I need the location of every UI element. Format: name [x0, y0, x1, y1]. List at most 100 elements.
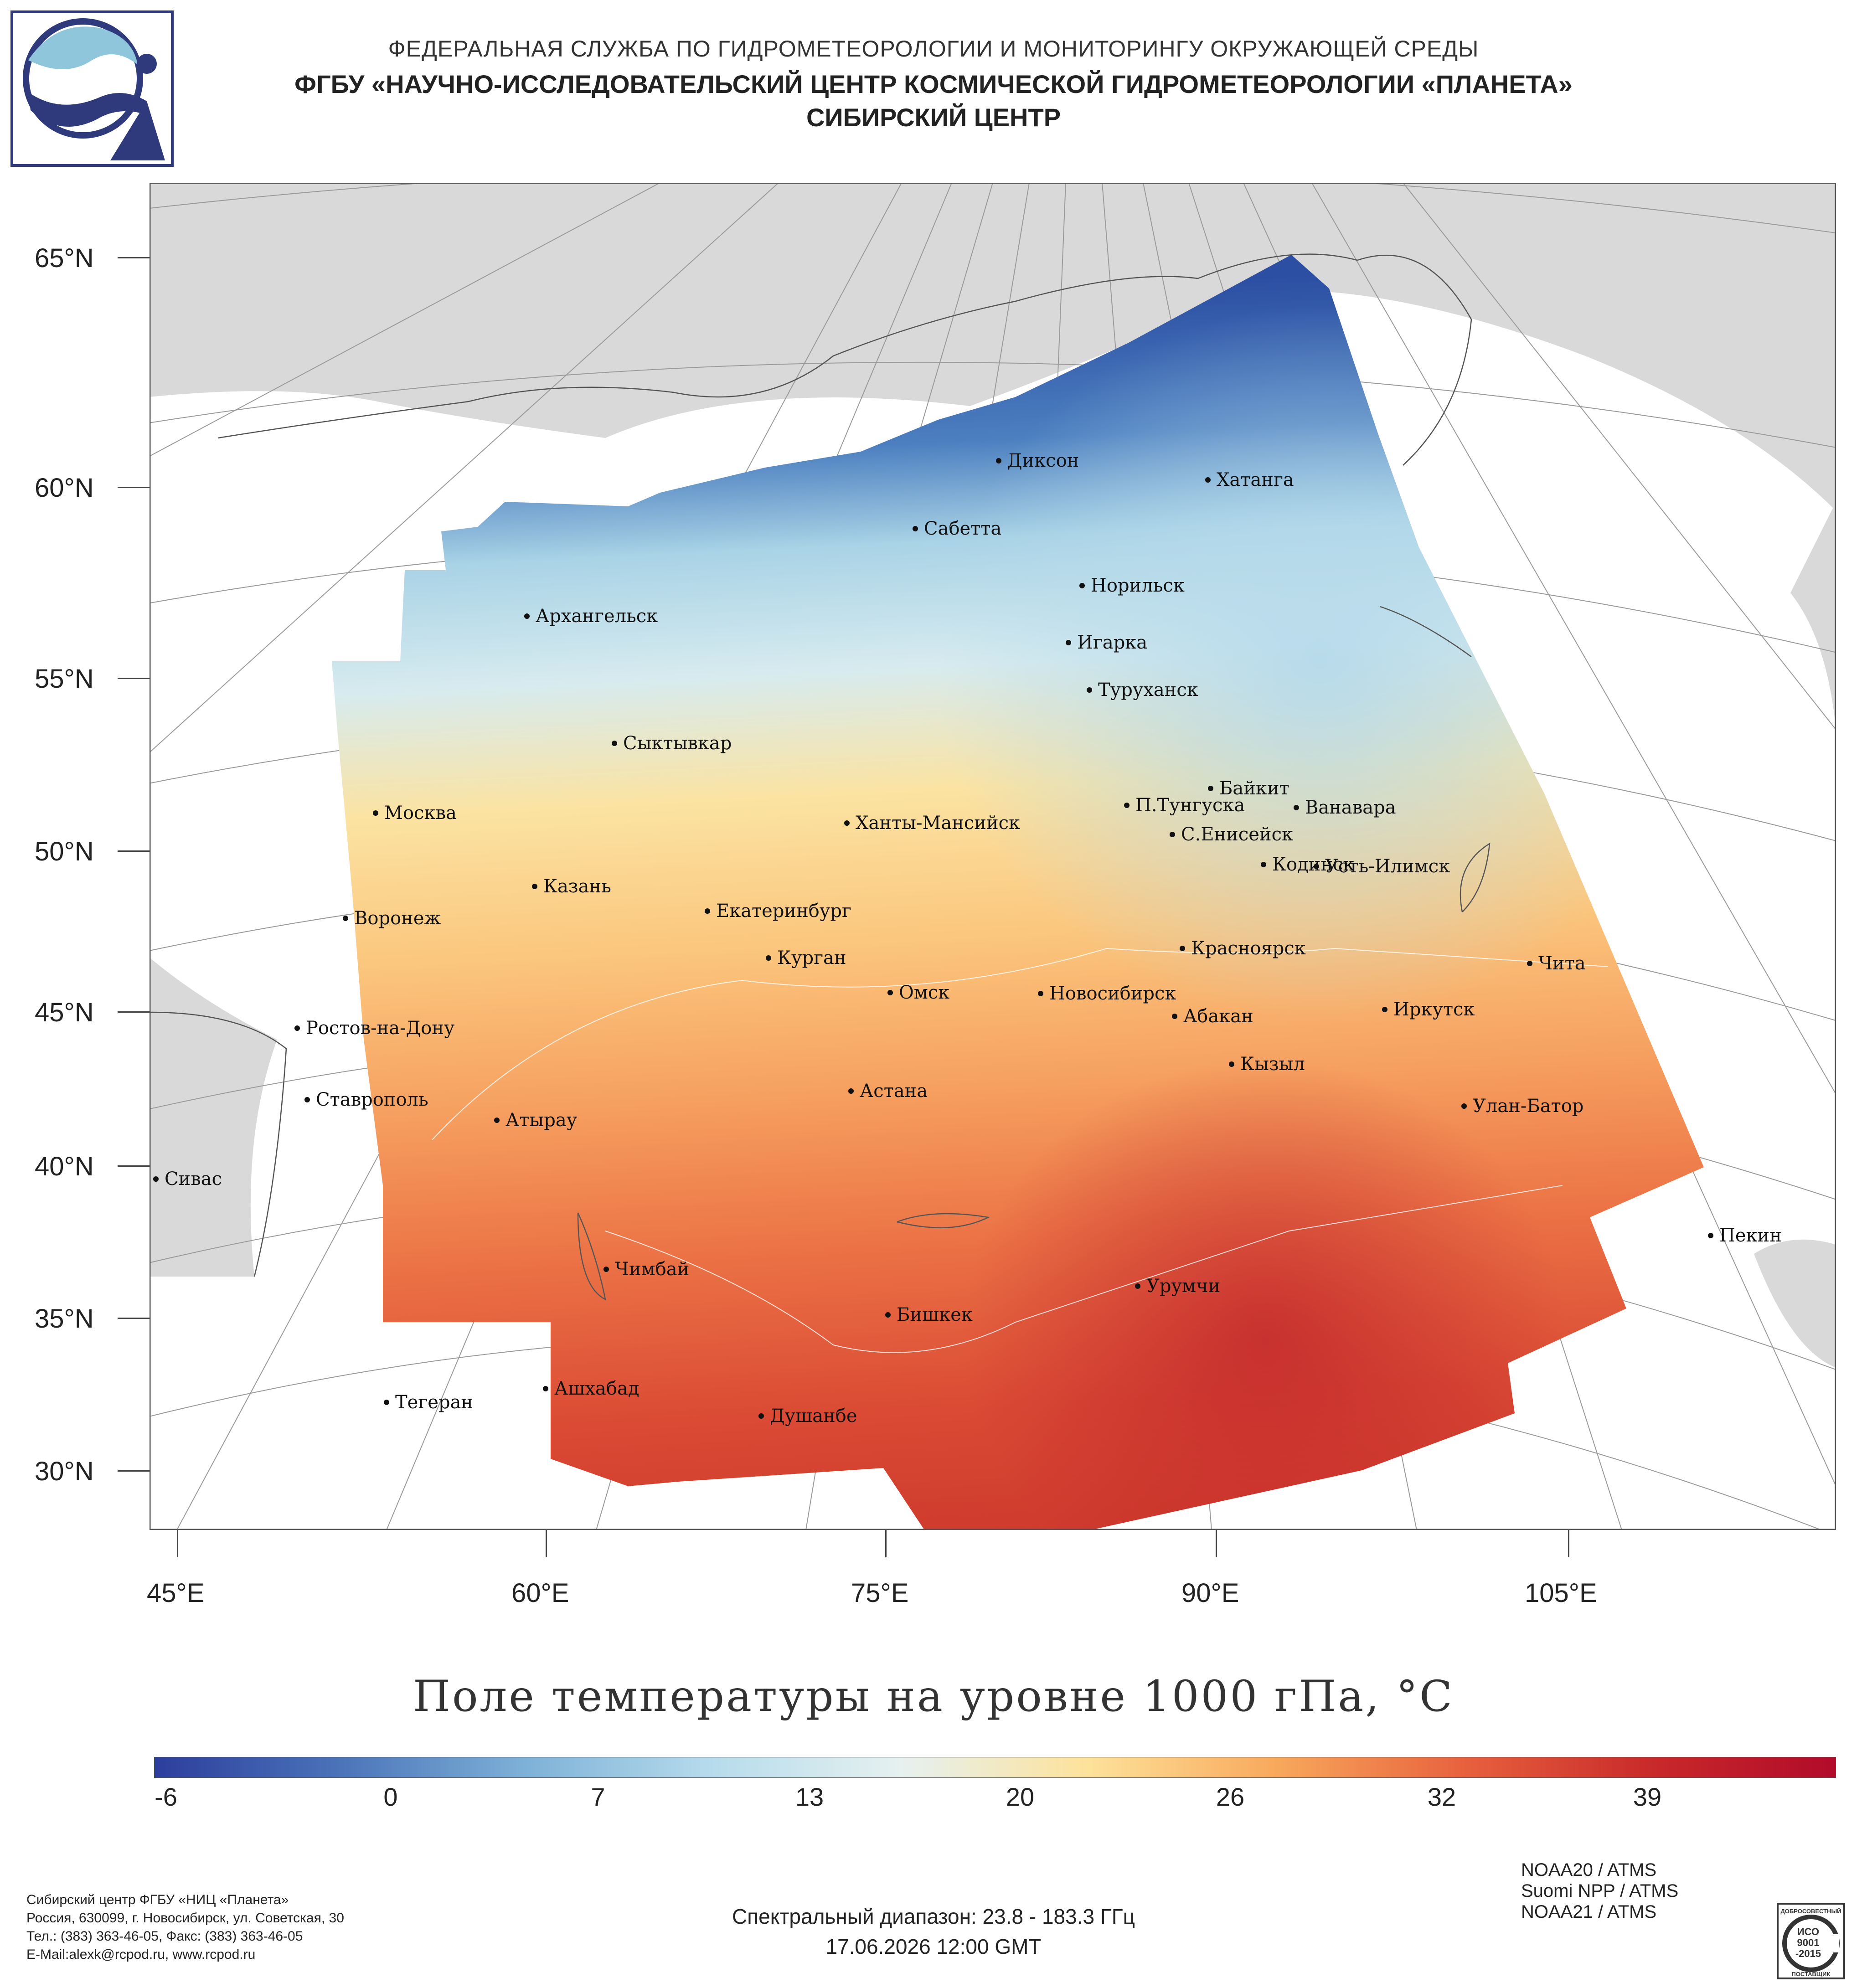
iso-certification-badge: ДОБРОСОВЕСТНЫЙ ИСО 9001 -2015 ПОСТАВЩИК: [1776, 1902, 1846, 1980]
temperature-map: Диксон Хатанга Сабетта Норильск Архангел…: [150, 183, 1836, 1530]
city-dikson: Диксон: [996, 450, 1079, 471]
footer-phone: Тел.: (383) 363-46-05, Факс: (383) 363-4…: [26, 1929, 303, 1944]
city-irkutsk: Иркутск: [1382, 999, 1475, 1020]
spectral-range: Спектральный диапазон: 23.8 - 183.3 ГГц: [732, 1905, 1135, 1928]
lon-label-75: 75°E: [851, 1578, 909, 1608]
svg-text:Туруханск: Туруханск: [1098, 680, 1198, 700]
svg-text:П.Тунгуска: П.Тунгуска: [1135, 795, 1245, 816]
city-voronezh: Воронеж: [343, 908, 441, 929]
city-kazan: Казань: [532, 876, 611, 897]
lat-tick-45: [118, 1011, 150, 1013]
svg-text:Улан-Батор: Улан-Батор: [1473, 1096, 1583, 1117]
city-abakan: Абакан: [1172, 1006, 1253, 1027]
colorbar-tick-label: 13: [795, 1782, 824, 1811]
svg-text:Ханты-Мансийск: Ханты-Мансийск: [856, 813, 1020, 834]
city-igarka: Игарка: [1066, 632, 1147, 653]
svg-text:Бишкек: Бишкек: [897, 1304, 973, 1325]
svg-text:Чита: Чита: [1538, 953, 1586, 974]
svg-text:Диксон: Диксон: [1007, 450, 1079, 471]
svg-text:Красноярск: Красноярск: [1191, 938, 1306, 959]
temperature-swath: [332, 255, 1704, 1530]
footer-email: E-Mail:alexk@rcpod.ru, www.rcpod.ru: [26, 1947, 256, 1962]
city-kurgan: Курган: [766, 948, 846, 968]
city-baykit: Байкит: [1208, 778, 1289, 799]
lon-tick-90: [1216, 1530, 1217, 1557]
svg-text:Душанбе: Душанбе: [770, 1406, 857, 1427]
svg-text:Усть-Илимск: Усть-Илимск: [1325, 856, 1450, 877]
city-ust-ilimsk: Усть-Илимск: [1314, 856, 1450, 877]
city-novosibirsk: Новосибирск: [1038, 983, 1176, 1004]
svg-text:ПОСТАВЩИК: ПОСТАВЩИК: [1792, 1971, 1831, 1978]
city-norilsk: Норильск: [1079, 575, 1185, 596]
city-turukhansk: Туруханск: [1087, 680, 1198, 700]
city-sabetta: Сабетта: [913, 518, 1001, 539]
lat-label-55: 55°N: [35, 664, 94, 694]
city-bishkek: Бишкек: [885, 1304, 973, 1325]
lat-label-35: 35°N: [35, 1304, 94, 1334]
colorbar-tick-label: 26: [1216, 1782, 1245, 1811]
svg-text:Байкит: Байкит: [1219, 778, 1289, 799]
svg-text:Абакан: Абакан: [1183, 1006, 1253, 1027]
svg-text:Воронеж: Воронеж: [354, 908, 441, 929]
instrument-list: NOAA20 / ATMS Suomi NPP / ATMS NOAA21 / …: [1521, 1859, 1678, 1922]
svg-text:Астана: Астана: [860, 1081, 928, 1102]
product-title: Поле температуры на уровне 1000 гПа, °C: [413, 1672, 1454, 1721]
svg-text:Казань: Казань: [543, 876, 611, 897]
city-p-tunguska: П.Тунгуска: [1124, 795, 1245, 816]
colorbar-tick-label: 32: [1427, 1782, 1456, 1811]
city-krasnoyarsk: Красноярск: [1180, 938, 1306, 959]
lon-label-105: 105°E: [1525, 1578, 1597, 1608]
lat-label-40: 40°N: [35, 1152, 94, 1181]
svg-text:Урумчи: Урумчи: [1146, 1276, 1220, 1297]
lon-tick-75: [885, 1530, 887, 1557]
city-arkhangelsk: Архангельск: [524, 606, 658, 627]
svg-text:Новосибирск: Новосибирск: [1049, 983, 1176, 1004]
svg-text:Ростов-на-Дону: Ростов-на-Дону: [306, 1018, 455, 1039]
city-beijing: Пекин: [1708, 1225, 1782, 1246]
svg-text:Чимбай: Чимбай: [615, 1259, 689, 1280]
country-borders: [432, 948, 1609, 1353]
svg-text:Тегеран: Тегеран: [395, 1392, 473, 1413]
svg-text:ДОБРОСОВЕСТНЫЙ: ДОБРОСОВЕСТНЫЙ: [1780, 1908, 1841, 1915]
lat-tick-40: [118, 1165, 150, 1167]
svg-text:Москва: Москва: [384, 803, 457, 824]
city-moscow: Москва: [373, 803, 457, 824]
svg-text:Сыктывкар: Сыктывкар: [623, 733, 732, 754]
lat-label-60: 60°N: [35, 473, 94, 503]
colorbar-tick-label: 20: [1006, 1782, 1035, 1811]
map-border: [150, 183, 1836, 1530]
colorbar-tick-label: 0: [383, 1782, 398, 1811]
svg-text:Ставрополь: Ставрополь: [316, 1089, 428, 1110]
svg-text:Иркутск: Иркутск: [1393, 999, 1475, 1020]
svg-text:Курган: Курган: [777, 948, 846, 968]
observation-datetime: 17.06.2026 12:00 GMT: [825, 1935, 1042, 1958]
svg-text:Кызыл: Кызыл: [1240, 1054, 1305, 1075]
city-khanty-mansiysk: Ханты-Мансийск: [844, 813, 1020, 834]
lat-tick-60: [118, 487, 150, 488]
city-kodinsk: Кодинск: [1261, 854, 1354, 875]
svg-text:Хатанга: Хатанга: [1217, 469, 1294, 490]
city-dushanbe: Душанбе: [758, 1406, 857, 1427]
city-ashgabat: Ашхабад: [543, 1378, 639, 1399]
lon-label-90: 90°E: [1181, 1578, 1239, 1608]
city-ekaterinburg: Екатеринбург: [705, 901, 851, 922]
city-astana: Астана: [848, 1081, 928, 1102]
lon-label-45: 45°E: [147, 1578, 205, 1608]
header-line-agency: ФЕДЕРАЛЬНАЯ СЛУЖБА ПО ГИДРОМЕТЕОРОЛОГИИ …: [388, 36, 1479, 62]
city-chimbay: Чимбай: [603, 1259, 689, 1280]
colorbar-tick-label: 39: [1633, 1782, 1662, 1811]
svg-text:Атырау: Атырау: [505, 1110, 578, 1131]
svg-text:Екатеринбург: Екатеринбург: [716, 901, 851, 922]
temperature-colorbar: [154, 1757, 1836, 1778]
city-stavropol: Ставрополь: [304, 1089, 428, 1110]
city-omsk: Омск: [887, 982, 949, 1003]
lon-tick-105: [1568, 1530, 1569, 1557]
coastlines: [150, 253, 1491, 1301]
city-sivas: Сивас: [153, 1169, 222, 1190]
city-khatanga: Хатанга: [1205, 469, 1294, 490]
city-vanavara: Ванавара: [1294, 797, 1396, 818]
planeta-logo: [10, 10, 174, 167]
city-s-eniseysk: С.Енисейск: [1170, 824, 1293, 845]
colorbar-tick-label: 7: [591, 1782, 605, 1811]
svg-text:Сабетта: Сабетта: [924, 518, 1001, 539]
